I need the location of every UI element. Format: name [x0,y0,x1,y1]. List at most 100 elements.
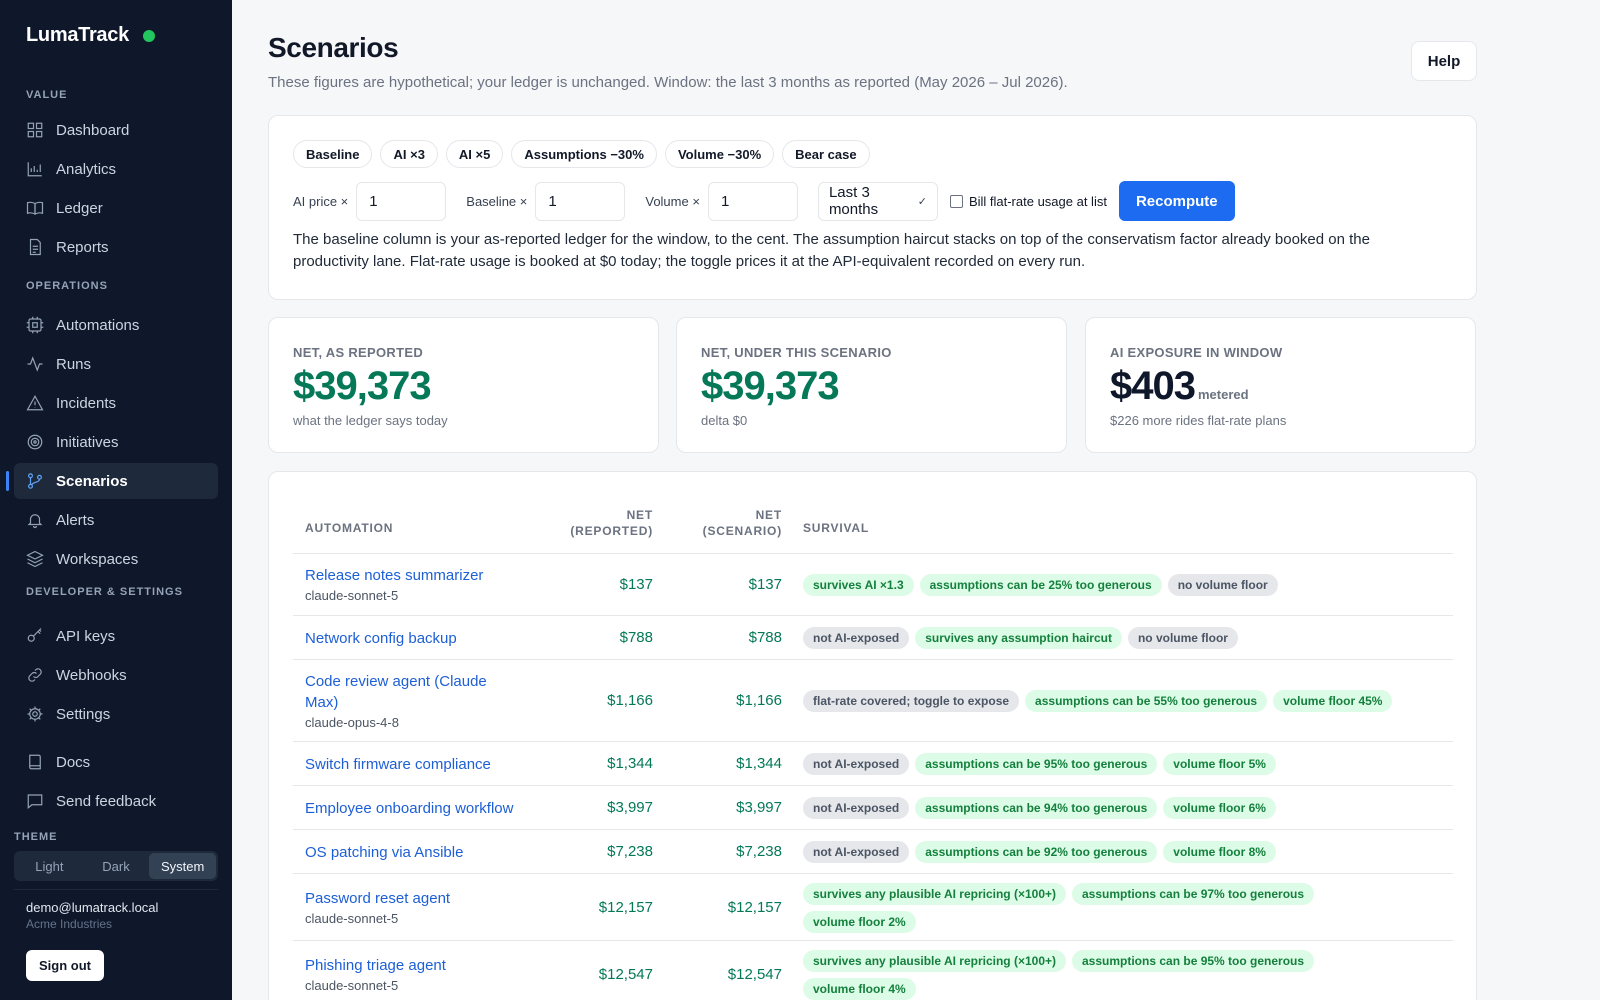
automation-cell: Switch firmware compliance [305,754,515,775]
survival-badge: survives any plausible AI repricing (×10… [803,883,1066,905]
net-reported-value: $12,157 [598,899,653,916]
automation-link[interactable]: Release notes summarizer [305,567,484,584]
net-reported-value: $7,238 [607,843,653,860]
net-reported-value: $3,997 [607,799,653,816]
sidebar-item-runs[interactable]: Runs [14,346,218,382]
sidebar-item-api-keys[interactable]: API keys [14,618,218,654]
scenarios-icon [26,472,44,490]
survival-badge: volume floor 45% [1273,690,1393,712]
survival-badge: no volume floor [1167,574,1278,596]
sidebar-item-ledger[interactable]: Ledger [14,190,218,226]
survival-badges: not AI-exposed assumptions can be 94% too… [803,797,1443,819]
sign-out-button[interactable]: Sign out [26,950,104,981]
automation-link[interactable]: OS patching via Ansible [305,844,464,861]
net-scenario-value: $3,997 [736,799,782,816]
incidents-icon [26,394,44,412]
model-name: claude-opus-4-8 [305,715,399,730]
scenario-controls: Baseline AI ×3 AI ×5 Assumptions −30% Vo… [268,115,1477,300]
automation-cell: Code review agent (Claude Max) claude-opu… [305,671,515,732]
sidebar-item-dashboard[interactable]: Dashboard [14,112,218,148]
help-button[interactable]: Help [1411,41,1477,81]
preset-volume-minus-30[interactable]: Volume −30% [664,140,775,168]
theme-option-system[interactable]: System [149,853,217,879]
survival-badges: not AI-exposed survives any assumption ha… [803,627,1443,649]
automation-cell: Employee onboarding workflow [305,798,515,819]
stat-value: $403 metered [1110,364,1249,408]
scenario-explainer: The baseline column is your as-reported … [293,231,1370,270]
table-row: Code review agent (Claude Max) claude-opu… [293,660,1453,742]
sidebar-item-label: Automations [56,316,140,334]
net-reported-value: $1,166 [607,692,653,709]
preset-ai-x3[interactable]: AI ×3 [380,140,438,168]
stat-net-scenario: NET, UNDER THIS SCENARIO $39,373 delta $… [676,317,1067,453]
runs-icon [26,355,44,373]
sidebar-item-initiatives[interactable]: Initiatives [14,424,218,460]
flat-rate-toggle[interactable]: Bill flat-rate usage at list [949,193,1107,209]
automation-link[interactable]: Employee onboarding workflow [305,800,514,817]
table-row: Switch firmware compliance $1,344 $1,344 n… [293,742,1453,786]
preset-bear-case[interactable]: Bear case [782,140,870,168]
sidebar-item-incidents[interactable]: Incidents [14,385,218,421]
preset-assumptions-minus-30[interactable]: Assumptions −30% [511,140,657,168]
automation-link[interactable]: Password reset agent [305,890,451,907]
sidebar-item-workspaces[interactable]: Workspaces [14,541,218,577]
ledger-icon [26,199,44,217]
survival-badges: not AI-exposed assumptions can be 95% too… [803,753,1443,775]
automation-link[interactable]: Phishing triage agent [305,957,446,974]
preset-chips: Baseline AI ×3 AI ×5 Assumptions −30% Vo… [293,140,870,168]
sidebar-item-analytics[interactable]: Analytics [14,151,218,187]
sidebar-item-settings[interactable]: Settings [14,696,218,732]
survival-badge: assumptions can be 25% too generous [919,574,1162,596]
ai-price-input[interactable] [356,181,447,221]
survival-badge: assumptions can be 95% too generous [1072,950,1315,972]
automation-link[interactable]: Network config backup [305,630,457,647]
theme-option-dark[interactable]: Dark [102,858,130,874]
preset-ai-x5[interactable]: AI ×5 [445,140,504,168]
table-row: Phishing triage agent claude-sonnet-5 $12,… [293,941,1453,1000]
window-select[interactable]: Last 3 months ✓ [817,181,938,221]
sidebar-item-automations[interactable]: Automations [14,307,218,343]
gear-icon [26,705,44,723]
workspaces-icon [26,550,44,568]
survival-badge: assumptions can be 55% too generous [1025,690,1268,712]
stat-label: AI EXPOSURE IN WINDOW [1110,345,1283,360]
model-name: claude-sonnet-5 [305,911,399,926]
sidebar-item-send-feedback[interactable]: Send feedback [14,783,218,819]
flat-rate-checkbox[interactable] [949,194,963,208]
survival-badge: flat-rate covered; toggle to expose [803,690,1020,712]
automation-link[interactable]: Switch firmware compliance [305,756,491,773]
alerts-icon [26,511,44,529]
automation-link[interactable]: Code review agent (Claude Max) [305,673,487,711]
model-name: claude-sonnet-5 [305,588,399,603]
page-title: Scenarios [268,32,399,63]
sidebar-item-webhooks[interactable]: Webhooks [14,657,218,693]
flat-rate-label: Bill flat-rate usage at list [968,193,1107,209]
survival-badge: not AI-exposed [803,797,910,819]
sidebar-item-docs[interactable]: Docs [14,744,218,780]
stat-net-reported: NET, AS REPORTED $39,373 what the ledger… [268,317,659,453]
recompute-button[interactable]: Recompute [1118,181,1235,221]
sidebar-item-label: Workspaces [56,550,139,568]
volume-input[interactable] [707,181,798,221]
sidebar-item-label: Runs [56,355,92,373]
survival-badges: not AI-exposed assumptions can be 92% too… [803,841,1443,863]
sidebar-item-scenarios[interactable]: Scenarios [6,463,218,499]
theme-switcher: Light Dark System [14,851,218,881]
survival-badge: survives AI ×1.3 [803,574,914,596]
stat-unit: metered [1197,387,1249,402]
brand[interactable]: LumaTrack [26,24,155,47]
stat-label: NET, AS REPORTED [293,345,424,360]
sidebar-item-label: Scenarios [56,472,128,490]
sidebar-item-reports[interactable]: Reports [14,229,218,265]
volume-label: Volume × [645,193,700,209]
survival-badges: survives AI ×1.3 assumptions can be 25% t… [803,574,1443,596]
table-row: OS patching via Ansible $7,238 $7,238 not … [293,830,1453,874]
sidebar-item-label: Ledger [56,199,103,217]
net-scenario-value: $12,157 [727,899,782,916]
baseline-input[interactable] [535,181,626,221]
theme-option-light[interactable]: Light [35,858,64,874]
sidebar-item-alerts[interactable]: Alerts [14,502,218,538]
survival-badges: survives any plausible AI repricing (×10… [803,883,1343,933]
preset-baseline[interactable]: Baseline [293,140,373,168]
survival-badge: no volume floor [1127,627,1238,649]
